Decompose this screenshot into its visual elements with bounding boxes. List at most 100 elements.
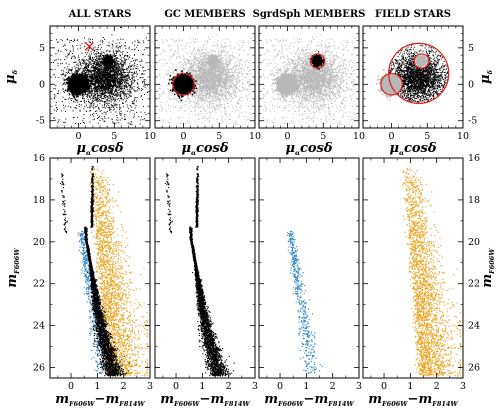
data-point	[98, 59, 100, 61]
data-point	[107, 92, 109, 94]
data-point	[121, 70, 123, 72]
data-point	[75, 107, 77, 109]
data-point	[60, 50, 62, 52]
data-point	[142, 81, 144, 83]
data-point	[86, 71, 88, 73]
data-point	[107, 77, 109, 79]
data-point	[83, 68, 85, 70]
data-point	[116, 53, 118, 54]
data-point	[143, 79, 145, 81]
data-point	[100, 70, 102, 72]
data-point	[144, 84, 146, 86]
data-point	[110, 54, 112, 56]
data-point	[129, 79, 131, 81]
data-point	[78, 61, 80, 63]
data-point	[117, 51, 119, 53]
data-point	[91, 77, 93, 79]
data-point	[127, 106, 129, 108]
data-point	[71, 39, 73, 41]
data-point	[137, 79, 139, 81]
data-point	[108, 78, 110, 80]
data-point	[101, 74, 103, 76]
data-point	[110, 71, 112, 73]
data-point	[91, 38, 93, 40]
data-point	[117, 81, 119, 83]
data-point	[104, 38, 106, 40]
data-point	[114, 105, 116, 107]
data-point	[111, 80, 113, 82]
data-point	[126, 86, 128, 88]
data-point	[55, 59, 57, 61]
data-point	[106, 98, 108, 100]
data-point	[95, 60, 97, 62]
data-point	[120, 84, 122, 86]
data-point	[125, 71, 127, 73]
data-point	[115, 72, 116, 74]
data-point	[70, 106, 72, 108]
data-point	[109, 97, 111, 99]
data-point	[82, 93, 84, 96]
data-point	[90, 76, 92, 78]
data-point	[90, 77, 92, 79]
data-point	[104, 86, 106, 88]
data-point	[135, 100, 137, 102]
data-point	[97, 71, 99, 73]
data-point	[125, 76, 127, 78]
data-point	[96, 76, 98, 78]
data-point	[89, 77, 91, 79]
data-point	[95, 99, 97, 101]
data-point	[89, 61, 91, 63]
data-point	[79, 44, 81, 46]
data-point	[127, 122, 129, 124]
data-point	[107, 97, 109, 99]
data-point	[111, 85, 113, 87]
data-point	[106, 53, 108, 55]
data-point	[141, 73, 143, 75]
data-point	[136, 73, 138, 75]
data-point	[144, 112, 146, 114]
data-point	[97, 73, 99, 75]
data-point	[101, 72, 103, 74]
data-point	[101, 73, 103, 75]
data-point	[112, 69, 114, 71]
data-point	[102, 78, 104, 80]
data-point	[93, 73, 95, 75]
data-point	[113, 59, 115, 61]
data-point	[116, 85, 118, 87]
data-point	[96, 66, 98, 68]
data-point	[132, 87, 134, 89]
data-point	[123, 106, 125, 108]
data-point	[125, 80, 127, 82]
data-point	[105, 67, 107, 69]
data-point	[114, 77, 116, 79]
data-point	[106, 99, 108, 101]
data-point	[92, 82, 94, 84]
data-point	[101, 94, 103, 96]
data-point	[105, 74, 107, 76]
data-point	[68, 97, 70, 99]
data-point	[97, 81, 99, 83]
data-point	[96, 69, 98, 71]
data-point	[125, 85, 127, 87]
data-point	[120, 94, 122, 96]
data-point	[79, 110, 81, 112]
data-point	[55, 39, 57, 41]
data-point	[87, 70, 89, 72]
data-point	[116, 72, 118, 74]
data-point	[114, 53, 116, 55]
data-point	[97, 63, 99, 65]
data-point	[142, 119, 144, 121]
data-point	[132, 77, 134, 79]
data-point	[143, 105, 144, 107]
data-point	[91, 81, 93, 83]
data-point	[111, 67, 113, 69]
data-point	[109, 59, 112, 61]
data-point	[56, 110, 58, 112]
data-point	[117, 72, 119, 74]
data-point	[97, 81, 99, 83]
data-point	[98, 67, 100, 69]
data-point	[88, 75, 90, 77]
data-point	[73, 55, 75, 57]
data-point	[114, 100, 116, 102]
data-point	[103, 72, 105, 74]
